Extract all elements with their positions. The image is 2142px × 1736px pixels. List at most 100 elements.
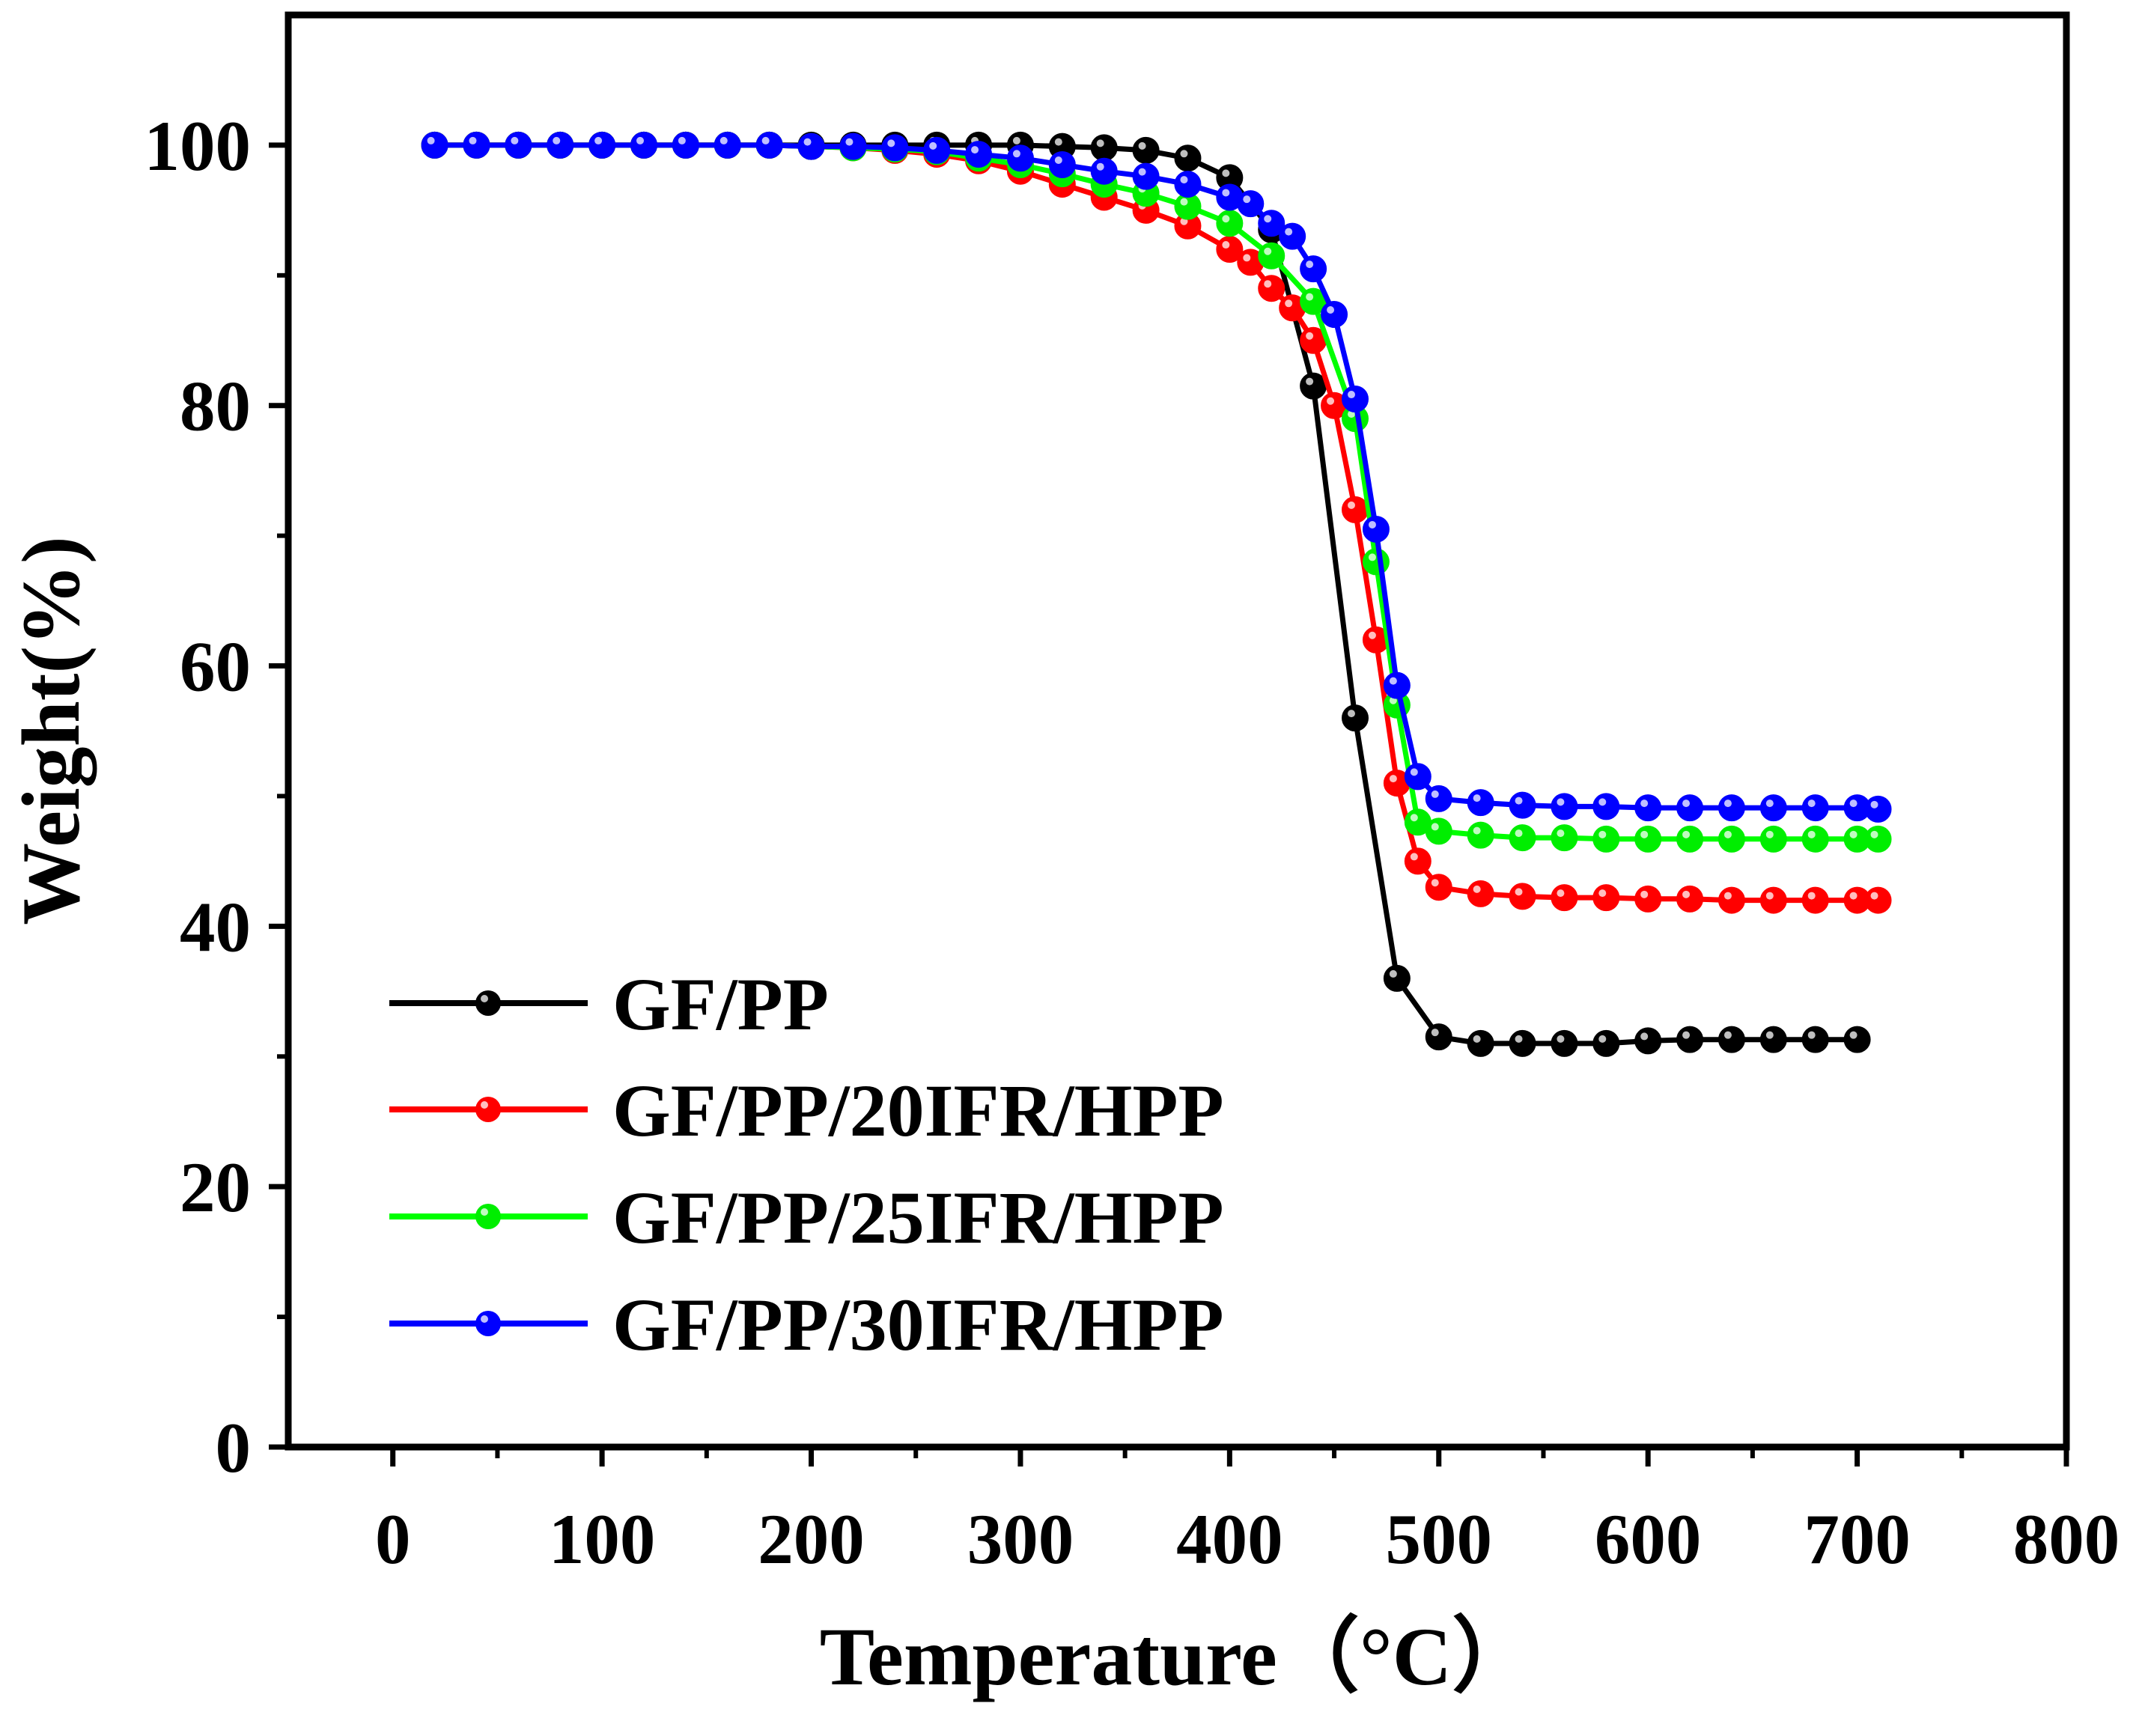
- data-point-highlight: [1368, 520, 1376, 529]
- y-tick-label: 100: [144, 106, 252, 186]
- data-point: [1843, 1026, 1871, 1053]
- data-point-highlight: [1327, 397, 1335, 405]
- data-point: [1342, 704, 1369, 732]
- data-point-highlight: [1682, 890, 1691, 898]
- data-point: [1425, 817, 1452, 845]
- data-point: [1362, 548, 1390, 576]
- legend-marker-highlight: [481, 1208, 488, 1216]
- data-point-highlight: [1306, 293, 1314, 301]
- data-point-highlight: [1473, 794, 1481, 802]
- data-point: [1634, 885, 1662, 913]
- data-point-highlight: [1598, 1035, 1607, 1043]
- data-point-highlight: [553, 136, 561, 144]
- x-tick-label: 300: [967, 1499, 1074, 1579]
- data-point: [547, 131, 574, 159]
- data-point: [1634, 825, 1662, 853]
- data-point-highlight: [1410, 853, 1418, 861]
- data-point-highlight: [1348, 501, 1355, 509]
- data-point: [1717, 794, 1745, 822]
- data-point-highlight: [1870, 830, 1878, 838]
- data-point: [1383, 671, 1411, 699]
- data-point-highlight: [1054, 156, 1062, 164]
- legend-label: GF/PP: [612, 963, 829, 1046]
- data-point: [1467, 821, 1494, 849]
- data-point: [1509, 824, 1536, 852]
- data-point: [1551, 824, 1578, 852]
- data-point-highlight: [1849, 800, 1857, 808]
- data-point-highlight: [719, 136, 728, 144]
- data-point-highlight: [1243, 195, 1251, 204]
- data-point: [1509, 1029, 1536, 1057]
- data-point-highlight: [1682, 1031, 1691, 1039]
- legend-label: GF/PP/25IFR/HPP: [612, 1176, 1224, 1259]
- data-point-highlight: [1264, 247, 1272, 255]
- legend-item: GF/PP/25IFR/HPP: [389, 1176, 1224, 1259]
- data-point-highlight: [971, 146, 979, 154]
- data-point-highlight: [427, 136, 435, 144]
- data-point-highlight: [1473, 885, 1481, 893]
- data-point-highlight: [929, 141, 937, 150]
- data-point-highlight: [1306, 261, 1314, 269]
- data-point: [1634, 794, 1662, 822]
- data-point: [1801, 1026, 1829, 1053]
- data-point: [1383, 964, 1411, 992]
- x-tick-label: 400: [1176, 1499, 1283, 1579]
- data-point: [1090, 157, 1118, 185]
- data-point: [1006, 144, 1034, 172]
- data-point-highlight: [511, 136, 519, 144]
- x-tick-label: 600: [1595, 1499, 1702, 1579]
- data-point: [1717, 825, 1745, 853]
- x-tick-label: 0: [375, 1499, 411, 1579]
- data-point: [1425, 874, 1452, 901]
- data-point: [1801, 886, 1829, 914]
- data-point-highlight: [1368, 631, 1376, 639]
- data-point-highlight: [1765, 892, 1774, 900]
- x-tick-label: 100: [549, 1499, 656, 1579]
- data-point-highlight: [1807, 830, 1816, 838]
- data-point-highlight: [1012, 150, 1020, 158]
- legend-marker: [475, 1097, 501, 1122]
- data-point-highlight: [1765, 1031, 1774, 1039]
- data-point: [421, 131, 448, 159]
- data-point-highlight: [1348, 710, 1355, 718]
- data-point: [1425, 785, 1452, 812]
- data-point: [1592, 884, 1620, 912]
- data-point: [1864, 795, 1892, 823]
- data-point: [505, 131, 532, 159]
- data-point-highlight: [1473, 826, 1481, 835]
- y-tick-label: 60: [180, 627, 251, 707]
- data-point-highlight: [1431, 879, 1439, 887]
- data-point: [1321, 300, 1348, 328]
- data-point: [1174, 144, 1202, 172]
- x-tick-label: 500: [1386, 1499, 1493, 1579]
- data-point-highlight: [1723, 892, 1732, 900]
- data-point: [1592, 793, 1620, 820]
- data-point-highlight: [1807, 1031, 1816, 1039]
- data-point: [1300, 255, 1327, 283]
- data-point: [1676, 825, 1704, 853]
- data-point-highlight: [1306, 332, 1314, 340]
- data-point: [1551, 1029, 1578, 1057]
- data-point: [1676, 885, 1704, 913]
- data-point-highlight: [1557, 889, 1565, 898]
- data-point-highlight: [1222, 215, 1230, 223]
- series-layer: [421, 131, 1892, 1057]
- data-point-highlight: [1096, 162, 1104, 171]
- x-tick-label: 800: [2013, 1499, 2120, 1579]
- data-point: [1132, 162, 1160, 190]
- data-point: [1592, 825, 1620, 853]
- data-point: [1467, 1029, 1494, 1057]
- data-point: [1048, 150, 1076, 178]
- data-point-highlight: [1557, 1035, 1565, 1043]
- data-point-highlight: [1285, 299, 1293, 308]
- data-point: [1404, 763, 1431, 791]
- data-point: [1237, 190, 1265, 218]
- data-point: [881, 134, 909, 162]
- y-tick-label: 0: [216, 1408, 252, 1487]
- data-point-highlight: [1682, 800, 1691, 808]
- legend-item: GF/PP/30IFR/HPP: [389, 1283, 1224, 1366]
- data-point: [1801, 794, 1829, 822]
- data-point-highlight: [1849, 892, 1857, 900]
- data-point-highlight: [1515, 829, 1523, 838]
